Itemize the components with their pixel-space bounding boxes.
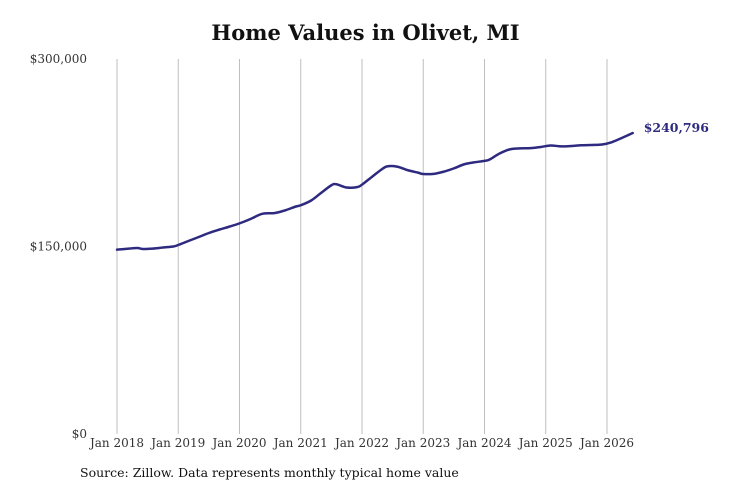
end-value-label: $240,796 [644, 120, 710, 135]
x-tick-label: Jan 2025 [517, 436, 573, 450]
x-tick-label: Jan 2020 [210, 436, 266, 450]
x-tick-label: Jan 2023 [394, 436, 450, 450]
x-tick-label: Jan 2021 [272, 436, 328, 450]
x-axis-tick-labels: Jan 2018 Jan 2019 Jan 2020 Jan 2021 Jan 2022… [88, 436, 634, 450]
grid-lines [116, 59, 608, 434]
y-tick-label: $0 [72, 427, 87, 441]
x-tick-label: Jan 2026 [578, 436, 634, 450]
series-line-home-value [115, 131, 634, 251]
source-note: Source: Zillow. Data represents monthly … [80, 465, 459, 480]
y-axis-tick-labels: $0 $150,000 $300,000 [30, 52, 87, 441]
x-tick-label: Jan 2024 [455, 436, 511, 450]
chart-title: Home Values in Olivet, MI [211, 20, 520, 45]
y-tick-label: $300,000 [30, 52, 87, 66]
x-tick-label: Jan 2022 [333, 436, 389, 450]
x-tick-label: Jan 2019 [149, 436, 205, 450]
y-tick-label: $150,000 [30, 240, 87, 254]
x-tick-label: Jan 2018 [88, 436, 144, 450]
